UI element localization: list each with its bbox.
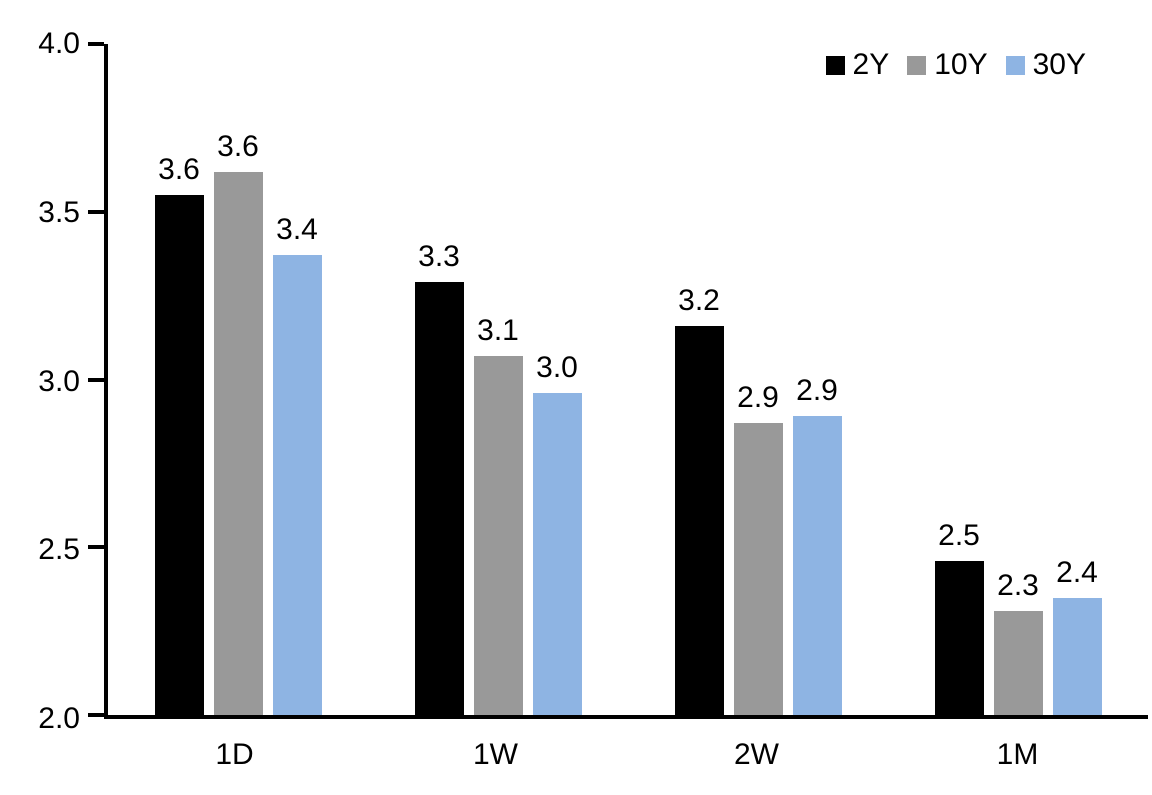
y-tick-label: 3.5 xyxy=(38,195,80,229)
y-tick-mark xyxy=(88,713,104,717)
legend-item-10y: 10Y xyxy=(907,48,988,82)
bar-group-1m: 2.5 2.3 2.4 xyxy=(888,44,1148,715)
bar-value-label: 3.6 xyxy=(158,152,200,186)
bar-value-label: 3.4 xyxy=(276,213,318,247)
x-category-label-1m: 1M xyxy=(996,738,1039,771)
bar-2y-1d: 3.6 xyxy=(154,154,204,715)
y-tick-mark xyxy=(88,377,104,382)
y-tick-label: 3.0 xyxy=(38,364,80,398)
bar-value-label: 3.6 xyxy=(217,129,259,163)
bar-2y-1m: 2.5 xyxy=(934,520,984,715)
legend-item-30y: 30Y xyxy=(1005,48,1086,82)
legend-label: 10Y xyxy=(934,48,988,81)
bar-value-label: 2.9 xyxy=(796,374,838,408)
legend-swatch-icon xyxy=(907,55,927,75)
bar-value-label: 2.9 xyxy=(737,381,779,415)
y-axis-labels: 4.0 3.5 3.0 2.5 2.0 xyxy=(0,29,80,734)
bar-30y-1w: 3.0 xyxy=(532,352,582,715)
y-tick-mark xyxy=(88,42,104,46)
y-tick-mark xyxy=(88,545,104,550)
x-category-label-1d: 1D xyxy=(215,738,254,771)
y-tick-label: 2.0 xyxy=(38,702,80,735)
bar-group-2w: 3.2 2.9 2.9 xyxy=(628,44,888,715)
bar-10y-2w: 2.9 xyxy=(733,383,783,715)
bar-10y-1d: 3.6 xyxy=(213,131,263,715)
bar-2y-1w: 3.3 xyxy=(414,242,464,715)
bar-group-1d: 3.6 3.6 3.4 xyxy=(108,44,368,715)
bar-30y-1m: 2.4 xyxy=(1052,557,1102,715)
legend: 2Y 10Y 30Y xyxy=(825,48,1086,82)
bar-value-label: 3.3 xyxy=(418,240,460,274)
bar-value-label: 3.1 xyxy=(477,314,519,348)
bar-group-1w: 3.3 3.1 3.0 xyxy=(368,44,628,715)
bar-10y-1m: 2.3 xyxy=(993,571,1043,715)
plot-area: 3.6 3.6 3.4 3.3 3.1 3.0 3.2 2.9 2.9 2.5 2.3 2.4 xyxy=(88,42,1148,719)
bar-value-label: 2.3 xyxy=(997,569,1039,602)
bar-groups: 3.6 3.6 3.4 3.3 3.1 3.0 3.2 2.9 2.9 2.5 2.3 2.4 xyxy=(108,44,1148,715)
bar-value-label: 3.0 xyxy=(536,350,578,384)
x-axis-labels: 1D 1W 2W 1M xyxy=(104,738,1148,772)
x-category-label-2w: 2W xyxy=(734,738,779,771)
bar-value-label: 2.5 xyxy=(938,518,980,552)
y-tick-label: 2.5 xyxy=(38,533,80,567)
y-tick-label: 4.0 xyxy=(38,27,80,60)
x-category-label-1w: 1W xyxy=(473,738,518,771)
bar-30y-2w: 2.9 xyxy=(792,376,842,715)
legend-label: 2Y xyxy=(852,48,890,81)
y-tick-mark xyxy=(88,209,104,214)
bar-30y-1d: 3.4 xyxy=(272,215,322,715)
legend-label: 30Y xyxy=(1032,48,1086,81)
bar-10y-1w: 3.1 xyxy=(473,316,523,715)
legend-swatch-icon xyxy=(1005,55,1025,75)
legend-item-2y: 2Y xyxy=(825,48,890,82)
y-axis-ticks xyxy=(88,42,1148,717)
legend-swatch-icon xyxy=(825,55,845,75)
bar-value-label: 2.4 xyxy=(1056,555,1098,589)
bar-value-label: 3.2 xyxy=(678,283,720,317)
bar-2y-2w: 3.2 xyxy=(674,285,724,715)
